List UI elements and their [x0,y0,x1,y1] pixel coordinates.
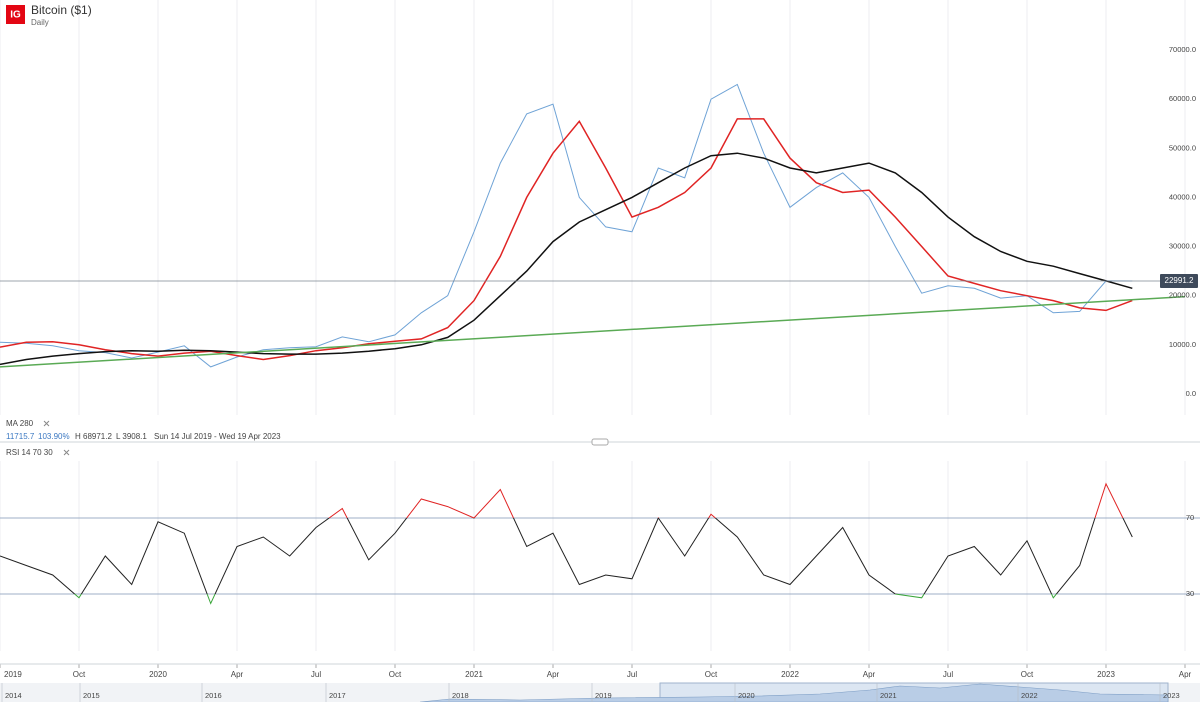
rsi-label: RSI 14 70 30 [6,448,53,457]
navigator-year: 2017 [329,691,346,700]
x-tick-label: Apr [863,670,876,679]
stat-last: 11715.7 [6,432,35,441]
instrument-title: Bitcoin ($1) [31,3,92,17]
price-line [0,118,1133,361]
x-tick-label: Jul [943,670,953,679]
x-tick-label: 2022 [781,670,799,679]
navigator-year: 2022 [1021,691,1038,700]
y-tick-label: 10000.0 [1169,340,1196,349]
x-tick-label: Oct [73,670,86,679]
grid [0,0,1186,651]
x-tick-label: Jul [311,670,321,679]
navigator-year: 2023 [1163,691,1180,700]
navigator-area [419,683,1169,702]
x-tick-label: Apr [1179,670,1192,679]
navigator-year: 2018 [452,691,469,700]
y-tick-label: 60000.0 [1169,94,1196,103]
x-tick-label: Apr [547,670,560,679]
x-tick-label: Oct [389,670,402,679]
price-line [0,83,1133,368]
x-tick-label: 2019 [4,670,22,679]
interval: Daily [31,18,49,27]
x-tick-label: Oct [1021,670,1034,679]
stat-high: H 68971.2 [75,432,112,441]
navigator-year: 2015 [83,691,100,700]
pane-resize-handle[interactable] [591,438,609,446]
rsi-line [328,482,1124,518]
y-tick-label: 40000.0 [1169,192,1196,201]
y-tick-label: 0.0 [1186,389,1196,398]
y-tick-label: 30000.0 [1169,242,1196,251]
stat-low: L 3908.1 [116,432,147,441]
close-icon[interactable] [63,449,70,456]
logo [6,5,25,24]
navigator-year: 2021 [880,691,897,700]
stat-change: 103.90% [38,432,70,441]
last-price-tag [1160,273,1198,288]
logo-text: IG [10,10,21,21]
navigator-year: 2020 [738,691,755,700]
price-line [0,152,1133,366]
y-tick-label: 20000.0 [1169,291,1196,300]
navigator-labels: 2014 2015 2016 2017 2018 2019 2020 2021 2022 2023 [1,683,1180,702]
y-tick-label: 70 [1186,513,1194,522]
rsi-line [0,518,1133,594]
y-tick-label: 50000.0 [1169,143,1196,152]
navigator-year: 2019 [595,691,612,700]
x-tick-label: 2020 [149,670,167,679]
stat-range: Sun 14 Jul 2019 - Wed 19 Apr 2023 [154,432,281,441]
x-tick-label: Jul [627,670,637,679]
rsi-line [73,594,1058,605]
indicator-label: MA 280 [6,419,34,428]
close-icon[interactable] [43,420,50,427]
x-tick-label: Apr [231,670,244,679]
y-tick-label: 70000.0 [1169,45,1196,54]
plot-area: 2019 Oct 2020 Apr Jul Oct 2021 Apr Jul Oct 2022 Apr… [0,45,1200,679]
x-tick-label: 2021 [465,670,483,679]
x-tick-label: Oct [705,670,718,679]
navigator-year: 2014 [5,691,22,700]
navigator-year: 2016 [205,691,222,700]
x-tick-label: 2023 [1097,670,1115,679]
price-line [0,295,1186,368]
y-tick-label: 30 [1186,589,1194,598]
last-price-label: 22991.2 [1165,276,1194,285]
